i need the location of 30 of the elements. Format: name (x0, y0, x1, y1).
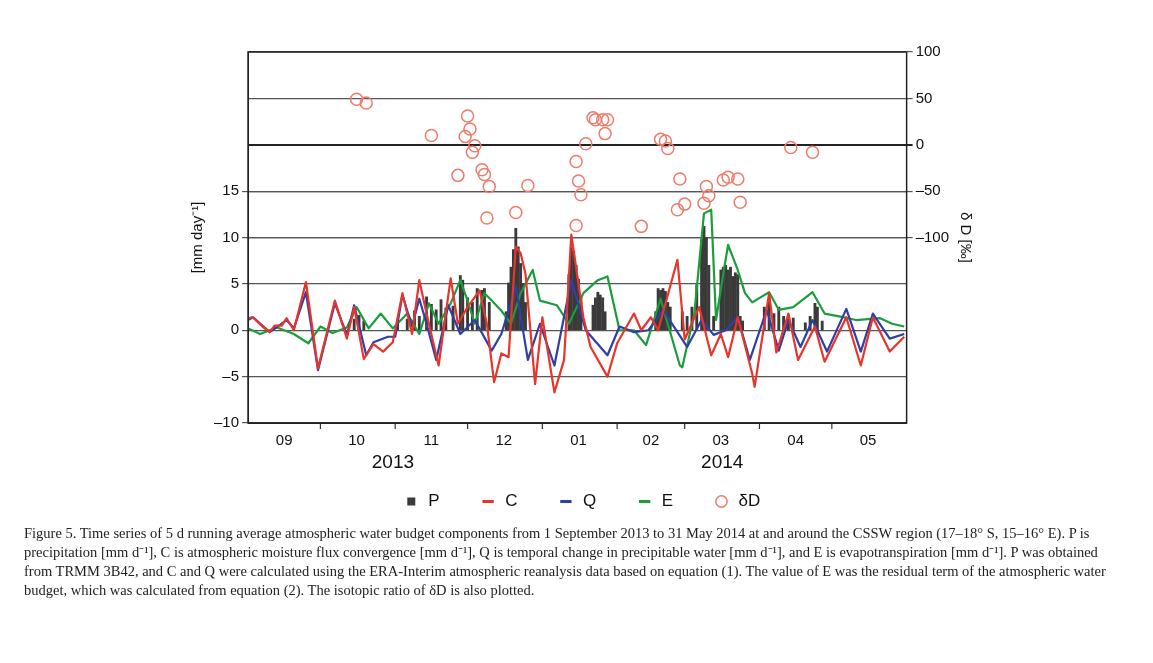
x-tick-label: 02 (642, 431, 660, 449)
x-tick-label: 09 (275, 431, 293, 449)
legend-label: δD (738, 491, 761, 511)
y2-axis-title: δ D [‰] (957, 212, 975, 263)
x-tick-label: 03 (712, 431, 730, 449)
legend-label: C (505, 491, 518, 511)
y-axis-title: [mm day⁻¹] (188, 201, 206, 274)
legend-label: Q (582, 491, 597, 511)
x-tick-label: 05 (859, 431, 877, 449)
y2-tick-label: 50 (915, 88, 933, 106)
text: 2014 (701, 450, 744, 472)
x-tick-label: 04 (787, 431, 804, 449)
y-tick-label: 5 (230, 274, 240, 292)
y-tick-label: 10 (222, 227, 240, 245)
y2-tick-label: –50 (915, 181, 941, 199)
y2-tick-label: 0 (915, 134, 924, 152)
text: 2013 (371, 450, 415, 472)
x-tick-label: 10 (348, 431, 365, 449)
x-tick-label: 01 (570, 431, 587, 449)
legend-label: P (428, 491, 440, 511)
x-tick-label: 12 (495, 431, 513, 449)
caption: Figure 5. Time series of 5 d running average atmospheric water budget components from 1 September 2013 to 31 May 2014 at and around the CSSW region (17–18° S, 15–16° E). P is precipitation [mm d⁻¹], C is atmospheric moisture flux convergence [mm d⁻¹], Q is temporal change in precipitable water [mm d⁻¹], and E is evapotranspiration [mm d⁻¹]. P was obtained from TRMM 3B42, and C and Q were calculated using the ERA-Interim atmospheric reanalysis data based on equation (1). The value of E was the residual term of the atmospheric water budget, which was calculated from equation (2). The isotopic ratio of δD is also plotted. (24, 524, 1107, 600)
y-tick-label: 0 (230, 320, 240, 338)
y2-tick-label: 100 (915, 42, 941, 60)
legend-label: E (661, 491, 673, 511)
y-tick-label: 15 (222, 181, 240, 199)
y-tick-label: –10 (214, 413, 240, 431)
x-tick-label: 11 (423, 431, 440, 449)
y2-tick-label: –100 (915, 227, 950, 245)
y-tick-label: –5 (222, 366, 240, 384)
